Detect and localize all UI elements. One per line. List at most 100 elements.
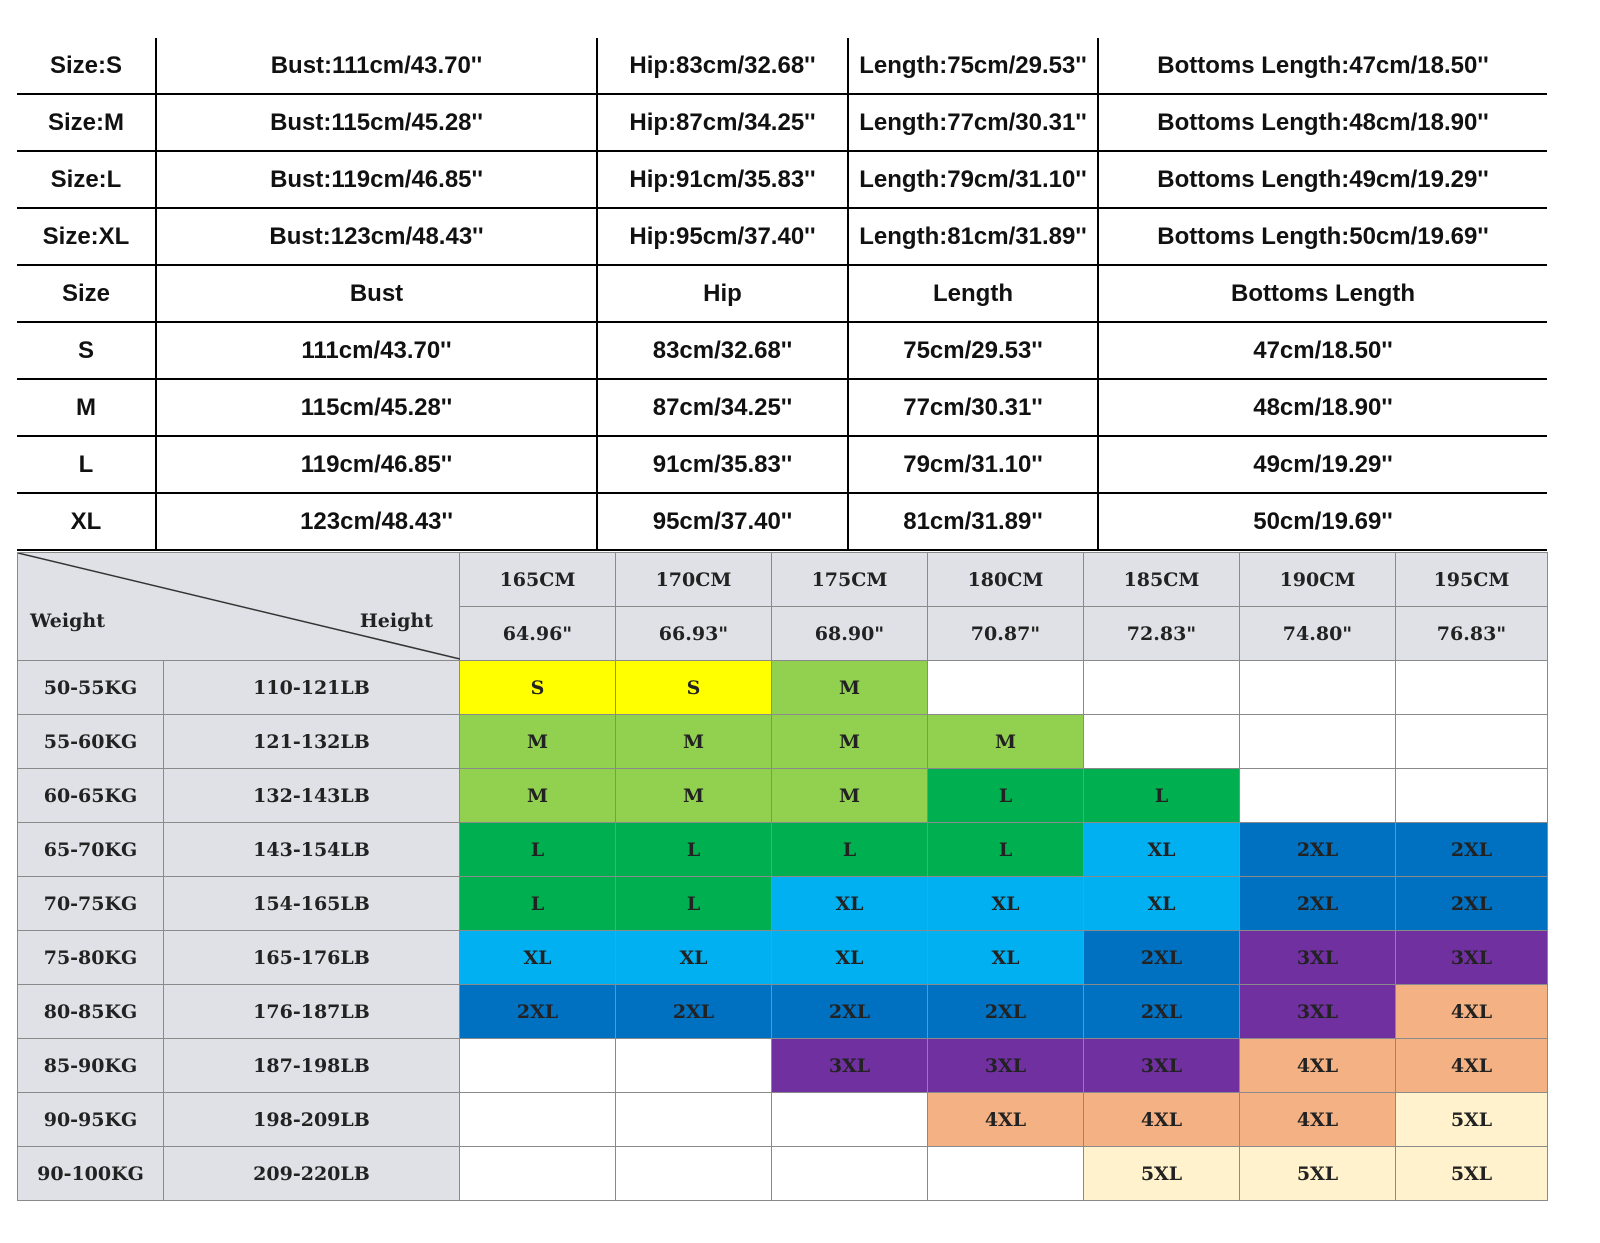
size-table-cell: 48cm/18.90'' [1098,379,1547,437]
weight-lb-cell: 121-132LB [163,714,460,769]
height-cm-header: 195CM [1395,552,1548,607]
height-inch-header: 68.90" [771,606,928,661]
size-table-cell: Size [17,265,157,323]
recommended-size-cell: 4XL [1083,1092,1240,1147]
weight-row: 90-95KG 198-209LB 4XL 4XL 4XL 5XL [17,1092,1548,1147]
recommended-size-cell: XL [927,876,1084,931]
recommended-size-cell: L [459,822,616,877]
recommended-size-cell: M [927,714,1084,769]
recommended-size-cell: 2XL [1239,822,1396,877]
size-table-cell: Hip:87cm/34.25'' [597,94,849,152]
recommended-size-cell: XL [927,930,1084,985]
height-cm-header: 190CM [1239,552,1396,607]
recommended-size-cell [1239,768,1396,823]
weight-lb-cell: 165-176LB [163,930,460,985]
size-table-cell: Length:81cm/31.89'' [848,208,1099,266]
size-table-cell: 95cm/37.40'' [597,493,849,551]
recommended-size-cell: 2XL [771,984,928,1039]
weight-row: 80-85KG 176-187LB 2XL 2XL 2XL 2XL 2XL 3XL 4XL [17,984,1548,1039]
recommended-size-cell: 5XL [1239,1146,1396,1201]
recommended-size-cell: M [771,768,928,823]
size-recommendation-table: Weight Height 165CM 170CM 175CM 180CM 185CM 1… [17,552,1548,1201]
recommended-size-cell: XL [771,930,928,985]
size-table-cell: M [17,379,157,437]
size-table-row: L 119cm/46.85'' 91cm/35.83'' 79cm/31.10'' 49… [17,436,1547,494]
recommended-size-cell: L [927,822,1084,877]
size-table-cell: Length:75cm/29.53'' [848,38,1099,95]
recommended-size-cell: 4XL [1239,1092,1396,1147]
height-cm-header: 185CM [1083,552,1240,607]
recommended-size-cell: L [771,822,928,877]
size-table-cell: Size:L [17,151,157,209]
recommended-size-cell: 2XL [1083,984,1240,1039]
size-table-cell: 83cm/32.68'' [597,322,849,380]
recommended-size-cell [1083,714,1240,769]
recommended-size-cell: L [1083,768,1240,823]
weight-kg-cell: 90-100KG [17,1146,164,1201]
recommended-size-cell: M [771,714,928,769]
recommended-size-cell: M [459,714,616,769]
size-table-cell: Length:79cm/31.10'' [848,151,1099,209]
recommended-size-cell: M [615,714,772,769]
recommended-size-cell: M [459,768,616,823]
recommended-size-cell: 4XL [927,1092,1084,1147]
size-table-cell: Bottoms Length:48cm/18.90'' [1098,94,1547,152]
height-label: Height [359,610,433,632]
recommended-size-cell: M [771,660,928,715]
recommended-size-cell: XL [1083,876,1240,931]
size-table-cell: Hip:95cm/37.40'' [597,208,849,266]
size-table-cell: 115cm/45.28'' [156,379,598,437]
size-table-cell: Bottoms Length:50cm/19.69'' [1098,208,1547,266]
size-table-cell: 123cm/48.43'' [156,493,598,551]
recommended-size-cell: 3XL [1239,930,1396,985]
size-table-cell: Size:M [17,94,157,152]
size-table-cell: 91cm/35.83'' [597,436,849,494]
size-table-cell: Bottoms Length [1098,265,1547,323]
recommended-size-cell: 2XL [1395,876,1548,931]
size-table-row: S 111cm/43.70'' 83cm/32.68'' 75cm/29.53'' 47… [17,322,1547,380]
recommended-size-cell: 2XL [1395,822,1548,877]
recommended-size-cell: XL [459,930,616,985]
recommended-size-cell: S [459,660,616,715]
size-table-cell: Length [848,265,1099,323]
recommended-size-cell [615,1038,772,1093]
height-inch-header: 70.87" [927,606,1084,661]
recommended-size-cell: 4XL [1395,1038,1548,1093]
weight-kg-cell: 85-90KG [17,1038,164,1093]
weight-row: 55-60KG 121-132LB M M M M [17,714,1548,769]
recommended-size-cell: 5XL [1083,1146,1240,1201]
weight-lb-cell: 154-165LB [163,876,460,931]
size-table-cell: 87cm/34.25'' [597,379,849,437]
size-table-cell: 47cm/18.50'' [1098,322,1547,380]
size-table-row: XL 123cm/48.43'' 95cm/37.40'' 81cm/31.89'' 5… [17,493,1547,551]
size-table-cell: Size:S [17,38,157,95]
recommended-size-cell [459,1146,616,1201]
recommended-size-cell [771,1092,928,1147]
weight-kg-cell: 90-95KG [17,1092,164,1147]
weight-lb-cell: 110-121LB [163,660,460,715]
size-measurement-table: Size:S Bust:111cm/43.70'' Hip:83cm/32.68''… [17,38,1547,551]
size-table-cell: Bust [156,265,598,323]
size-table-cell: Bottoms Length:49cm/19.29'' [1098,151,1547,209]
recommended-size-cell: 3XL [1395,930,1548,985]
recommended-size-cell: L [615,822,772,877]
recommended-size-cell: XL [771,876,928,931]
weight-kg-cell: 80-85KG [17,984,164,1039]
size-table-cell: 81cm/31.89'' [848,493,1099,551]
recommended-size-cell: 3XL [1239,984,1396,1039]
size-table-row: Size:M Bust:115cm/45.28'' Hip:87cm/34.25''… [17,94,1547,152]
recommended-size-cell: 4XL [1239,1038,1396,1093]
recommended-size-cell: 2XL [927,984,1084,1039]
size-table-cell: 79cm/31.10'' [848,436,1099,494]
size-table-cell: L [17,436,157,494]
recommended-size-cell: 2XL [1083,930,1240,985]
recommended-size-cell [927,1146,1084,1201]
size-table-cell: 77cm/30.31'' [848,379,1099,437]
size-table-cell: Bust:111cm/43.70'' [156,38,598,95]
weight-lb-cell: 187-198LB [163,1038,460,1093]
recommended-size-cell: XL [615,930,772,985]
recommended-size-cell: L [927,768,1084,823]
size-table-cell: Bust:123cm/48.43'' [156,208,598,266]
weight-lb-cell: 132-143LB [163,768,460,823]
size-table-cell: Bust:119cm/46.85'' [156,151,598,209]
